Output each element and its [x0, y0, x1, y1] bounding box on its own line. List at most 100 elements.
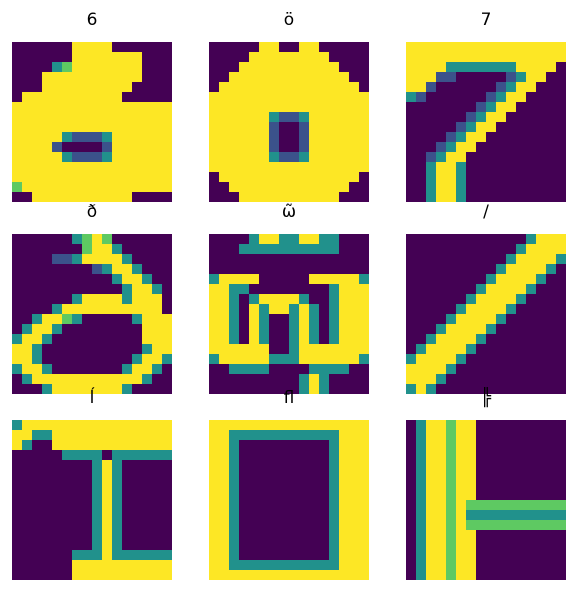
pixel-cell: [406, 490, 417, 501]
pixel-cell: [496, 364, 507, 375]
pixel-cell: [112, 440, 123, 451]
pixel-cell: [516, 62, 527, 73]
pixel-cell: [12, 354, 23, 365]
pixel-cell: [32, 132, 43, 143]
pixel-cell: [52, 52, 63, 63]
pixel-cell: [289, 374, 300, 385]
pixel-cell: [476, 384, 487, 394]
pixel-cell: [229, 132, 240, 143]
pixel-cell: [289, 560, 300, 571]
pixel-cell: [162, 294, 172, 305]
pixel-cell: [42, 510, 53, 521]
pixel-cell: [299, 420, 310, 431]
pixel-cell: [142, 264, 153, 275]
pixel-cell: [279, 384, 290, 394]
pixel-cell: [32, 182, 43, 193]
pixel-cell: [52, 570, 63, 580]
pixel-cell: [339, 450, 350, 461]
pixel-cell: [82, 430, 93, 441]
pixel-cell: [259, 500, 270, 511]
pixel-cell: [339, 162, 350, 173]
pixel-cell: [269, 132, 280, 143]
pixel-cell: [269, 234, 280, 245]
pixel-cell: [42, 42, 53, 53]
pixel-cell: [12, 344, 23, 355]
pixel-cell: [22, 152, 33, 163]
pixel-cell: [349, 142, 360, 153]
pixel-cell: [496, 420, 507, 431]
pixel-cell: [339, 234, 350, 245]
pixel-cell: [426, 530, 437, 541]
pixel-cell: [239, 344, 250, 355]
pixel-cell: [219, 530, 230, 541]
pixel-cell: [456, 62, 467, 73]
pixel-cell: [112, 540, 123, 551]
pixel-cell: [546, 530, 557, 541]
pixel-cell: [416, 540, 427, 551]
glyph-image: [12, 420, 172, 580]
pixel-cell: [72, 122, 83, 133]
pixel-cell: [546, 470, 557, 481]
pixel-cell: [536, 420, 547, 431]
pixel-cell: [142, 42, 153, 53]
pixel-cell: [12, 550, 23, 561]
pixel-cell: [229, 102, 240, 113]
pixel-cell: [446, 314, 457, 325]
pixel-cell: [229, 234, 240, 245]
pixel-cell: [132, 324, 143, 335]
pixel-cell: [82, 172, 93, 183]
pixel-cell: [329, 480, 340, 491]
pixel-cell: [516, 274, 527, 285]
pixel-cell: [476, 82, 487, 93]
pixel-cell: [486, 254, 497, 265]
pixel-cell: [52, 560, 63, 571]
pixel-cell: [102, 162, 113, 173]
pixel-cell: [42, 470, 53, 481]
pixel-cell: [526, 344, 537, 355]
pixel-cell: [142, 460, 153, 471]
pixel-cell: [359, 570, 369, 580]
pixel-cell: [536, 102, 547, 113]
pixel-cell: [446, 354, 457, 365]
pixel-cell: [506, 480, 517, 491]
pixel-cell: [506, 264, 517, 275]
pixel-cell: [446, 460, 457, 471]
pixel-cell: [416, 334, 427, 345]
pixel-cell: [546, 490, 557, 501]
pixel-cell: [92, 284, 103, 295]
pixel-cell: [249, 192, 260, 202]
pixel-cell: [496, 324, 507, 335]
pixel-cell: [112, 52, 123, 63]
pixel-cell: [339, 254, 350, 265]
pixel-cell: [112, 374, 123, 385]
pixel-cell: [309, 510, 320, 521]
pixel-cell: [456, 304, 467, 315]
pixel-cell: [239, 274, 250, 285]
pixel-cell: [526, 314, 537, 325]
pixel-cell: [406, 354, 417, 365]
pixel-cell: [289, 112, 300, 123]
pixel-cell: [42, 520, 53, 531]
pixel-cell: [209, 450, 220, 461]
pixel-cell: [506, 152, 517, 163]
pixel-cell: [42, 304, 53, 315]
pixel-cell: [32, 294, 43, 305]
pixel-cell: [526, 182, 537, 193]
pixel-cell: [516, 172, 527, 183]
pixel-cell: [269, 244, 280, 255]
pixel-cell: [162, 172, 172, 183]
pixel-cell: [476, 72, 487, 83]
pixel-cell: [319, 82, 330, 93]
pixel-cell: [329, 450, 340, 461]
pixel-cell: [516, 374, 527, 385]
pixel-cell: [259, 430, 270, 441]
pixel-cell: [466, 374, 477, 385]
pixel-cell: [122, 430, 133, 441]
pixel-cell: [329, 294, 340, 305]
pixel-cell: [269, 304, 280, 315]
pixel-cell: [142, 304, 153, 315]
pixel-cell: [239, 294, 250, 305]
pixel-cell: [112, 234, 123, 245]
pixel-cell: [546, 510, 557, 521]
pixel-cell: [506, 52, 517, 63]
